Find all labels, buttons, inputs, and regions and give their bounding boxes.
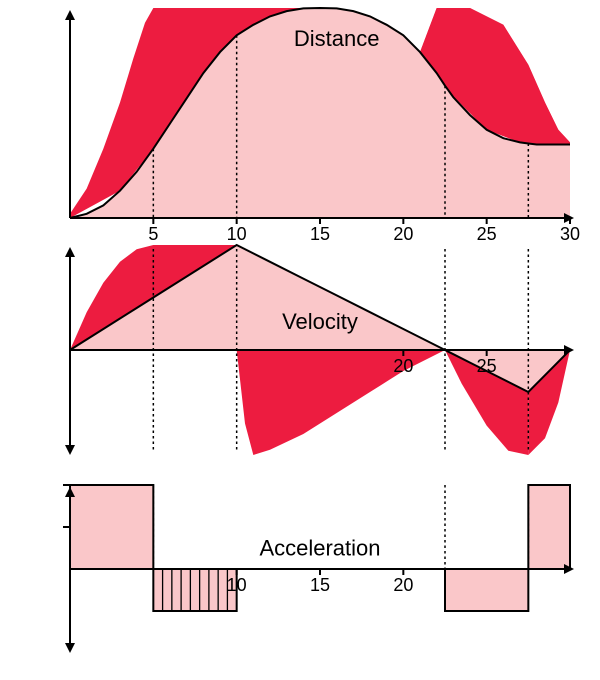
distance-panel: 5 10 15 20 25 30 Distance [65,8,580,244]
acceleration-bar [153,569,236,611]
acceleration-label: Acceleration [259,536,380,561]
xtick: 25 [477,224,497,244]
xtick: 15 [310,575,330,595]
xtick: 20 [393,224,413,244]
xtick: 20 [393,575,413,595]
yaxis-arrow [65,10,75,20]
acceleration-bar [70,485,153,569]
velocity-panel: 20 25 Velocity [65,245,574,455]
xtick: 10 [227,224,247,244]
distance-label: Distance [294,26,380,51]
xtick: 25 [477,356,497,376]
xtick: 5 [148,224,158,244]
xtick: 10 [227,575,247,595]
velocity-label: Velocity [282,309,358,334]
xtick: 20 [393,356,413,376]
xtick: 30 [560,224,580,244]
acceleration-bar [445,569,528,611]
yaxis-arrow [65,247,75,257]
acceleration-panel: 10 15 20 Acceleration [63,485,574,653]
yaxis-arrow-down [65,643,75,653]
acceleration-bar [528,485,570,569]
yaxis-arrow-down [65,445,75,455]
xtick: 15 [310,224,330,244]
